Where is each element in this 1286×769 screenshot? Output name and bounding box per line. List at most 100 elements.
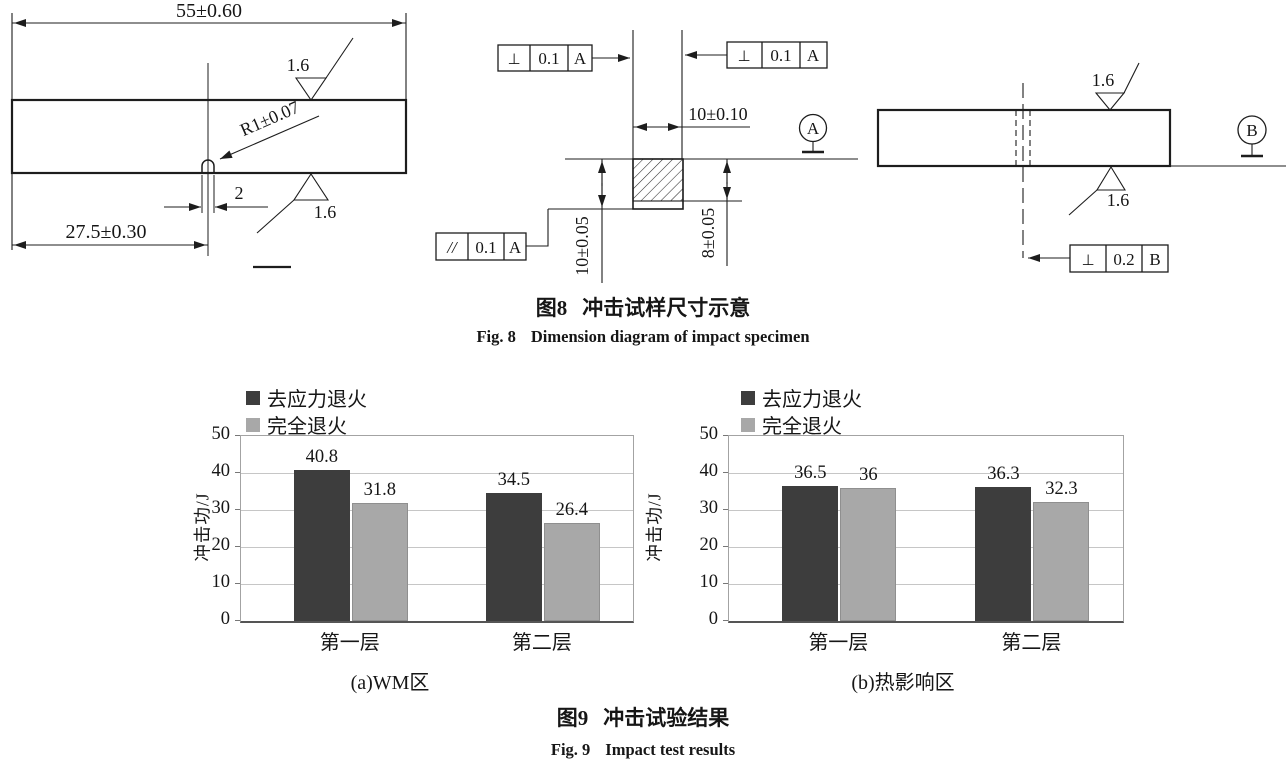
bar-value-label: 36.3 <box>987 463 1020 484</box>
legend: 去应力退火 完全退火 <box>741 384 862 438</box>
legend-label: 完全退火 <box>267 416 347 438</box>
section-view <box>435 30 858 283</box>
x-category-label: 第二层 <box>1001 632 1062 654</box>
figure8-caption-en: Fig. 8 Dimension diagram of impact specim… <box>0 327 1286 347</box>
legend-swatch <box>246 390 260 405</box>
datum-b-label: B <box>1246 121 1257 140</box>
gridline <box>241 510 633 511</box>
figure9-caption-en: Fig. 9 Impact test results <box>0 740 1286 760</box>
legend-item: 完全退火 <box>246 411 367 438</box>
top-view <box>876 62 1286 273</box>
datum-ref: A <box>807 46 820 65</box>
tolerance-value: 0.1 <box>538 49 559 68</box>
roughness-bottom-value: 1.6 <box>1107 190 1130 210</box>
y-tick-mark <box>723 509 728 510</box>
gridline <box>241 473 633 474</box>
perpendicularity-icon: ⊥ <box>507 50 520 68</box>
datum-a-symbol <box>798 113 828 154</box>
y-tick-label: 10 <box>699 572 719 592</box>
y-tick-mark <box>235 546 240 547</box>
datum-ref: A <box>509 238 522 257</box>
gridline <box>241 584 633 585</box>
tolerance-value: 0.1 <box>475 238 496 257</box>
bar-value-label: 32.3 <box>1045 478 1078 499</box>
roughness-icon <box>294 77 328 101</box>
datum-b-symbol <box>1237 115 1267 158</box>
bar <box>293 470 350 621</box>
roughness-top-value: 1.6 <box>1092 70 1115 90</box>
bar-value-label: 34.5 <box>497 470 531 491</box>
dim-notch-offset: 27.5±0.30 <box>66 221 147 243</box>
chart-subtitle: (a)WM区 <box>350 672 430 694</box>
y-tick-label: 20 <box>211 535 231 555</box>
bar <box>1033 501 1090 621</box>
bar <box>840 487 897 621</box>
bar-value-label: 26.4 <box>555 500 589 521</box>
roughness-icon <box>292 172 330 201</box>
x-category-label: 第一层 <box>319 632 380 654</box>
tolerance-value: 0.1 <box>770 46 791 65</box>
y-tick-mark <box>723 620 728 621</box>
datum-ref: A <box>574 49 587 68</box>
figure9-title-zh: 冲击试验结果 <box>603 706 730 730</box>
dim-section-width: 10±0.10 <box>688 104 747 124</box>
bar-value-label: 36 <box>859 464 878 485</box>
gridline <box>241 547 633 548</box>
roughness-bottom-value: 1.6 <box>314 202 337 222</box>
figure8-drawing: 55±0.60 1.6 1.6 2 R1±0.07 27.5±0.30 <box>10 0 1286 283</box>
figure8-number-zh: 图8 <box>535 296 568 320</box>
tolerance-value: 0.2 <box>1113 250 1134 269</box>
y-tick-mark <box>235 472 240 473</box>
bar <box>782 485 839 621</box>
section-view-labels: 10±0.10 10±0.05 8±0.05 ⊥ 0.1 A ⊥ 0.1 A /… <box>446 46 820 276</box>
x-category-label: 第一层 <box>808 632 869 654</box>
y-tick-mark <box>723 583 728 584</box>
bar <box>485 493 542 621</box>
y-tick-label: 20 <box>699 535 719 555</box>
dim-notch-depth: 8±0.05 <box>698 208 718 258</box>
legend-label: 去应力退火 <box>267 389 367 411</box>
y-tick-label: 30 <box>699 498 719 518</box>
plot-area: 40.8 31.8 34.5 26.4 <box>240 435 634 623</box>
legend-item: 完全退火 <box>741 411 862 438</box>
y-tick-mark <box>723 435 728 436</box>
plot-area: 36.5 36 36.3 32.3 <box>728 435 1124 623</box>
bar-value-label: 36.5 <box>794 462 827 483</box>
figure9-title-en: Impact test results <box>605 740 736 759</box>
top-view-labels: 1.6 1.6 ⊥ 0.2 B B <box>1081 70 1257 269</box>
y-tick-mark <box>235 583 240 584</box>
roughness-icon <box>1094 92 1126 111</box>
y-tick-label: 50 <box>211 424 231 444</box>
datum-a-label: A <box>807 119 820 138</box>
y-tick-mark <box>723 546 728 547</box>
perpendicularity-icon: ⊥ <box>1081 251 1094 269</box>
gridline <box>729 473 1123 474</box>
y-tick-label: 30 <box>211 498 231 518</box>
parallelism-frame <box>435 209 549 261</box>
y-tick-mark <box>235 509 240 510</box>
legend-item: 去应力退火 <box>246 384 367 411</box>
y-tick-label: 10 <box>211 572 231 592</box>
chart-subtitle: (b)热影响区 <box>851 672 955 694</box>
figure9-number-en: Fig. 9 <box>550 740 591 759</box>
perpendicularity-icon: ⊥ <box>737 47 750 65</box>
legend-label: 完全退火 <box>762 416 842 438</box>
perpendicularity-frame-b <box>1028 244 1169 273</box>
front-view <box>10 13 408 269</box>
datum-ref: B <box>1149 250 1160 269</box>
y-tick-label: 40 <box>211 461 231 481</box>
legend-swatch <box>246 417 260 432</box>
figure8-title-en: Dimension diagram of impact specimen <box>530 327 810 346</box>
dim-length: 55±0.60 <box>176 0 242 22</box>
y-tick-mark <box>235 435 240 436</box>
legend-swatch <box>741 417 755 432</box>
dim-notch-width: 2 <box>235 183 244 203</box>
bar <box>351 503 408 621</box>
y-tick-label: 0 <box>708 609 718 629</box>
figure8-number-en: Fig. 8 <box>476 327 516 346</box>
figure9-caption-zh: 图9 冲击试验结果 <box>0 702 1286 732</box>
legend: 去应力退火 完全退火 <box>246 384 367 438</box>
chart-haz-region: 冲击功/J 去应力退火 完全退火 36.5 36 36.3 32.3 0 10 20 30 40… <box>640 372 1140 712</box>
dim-section-height: 10±0.05 <box>572 216 592 275</box>
